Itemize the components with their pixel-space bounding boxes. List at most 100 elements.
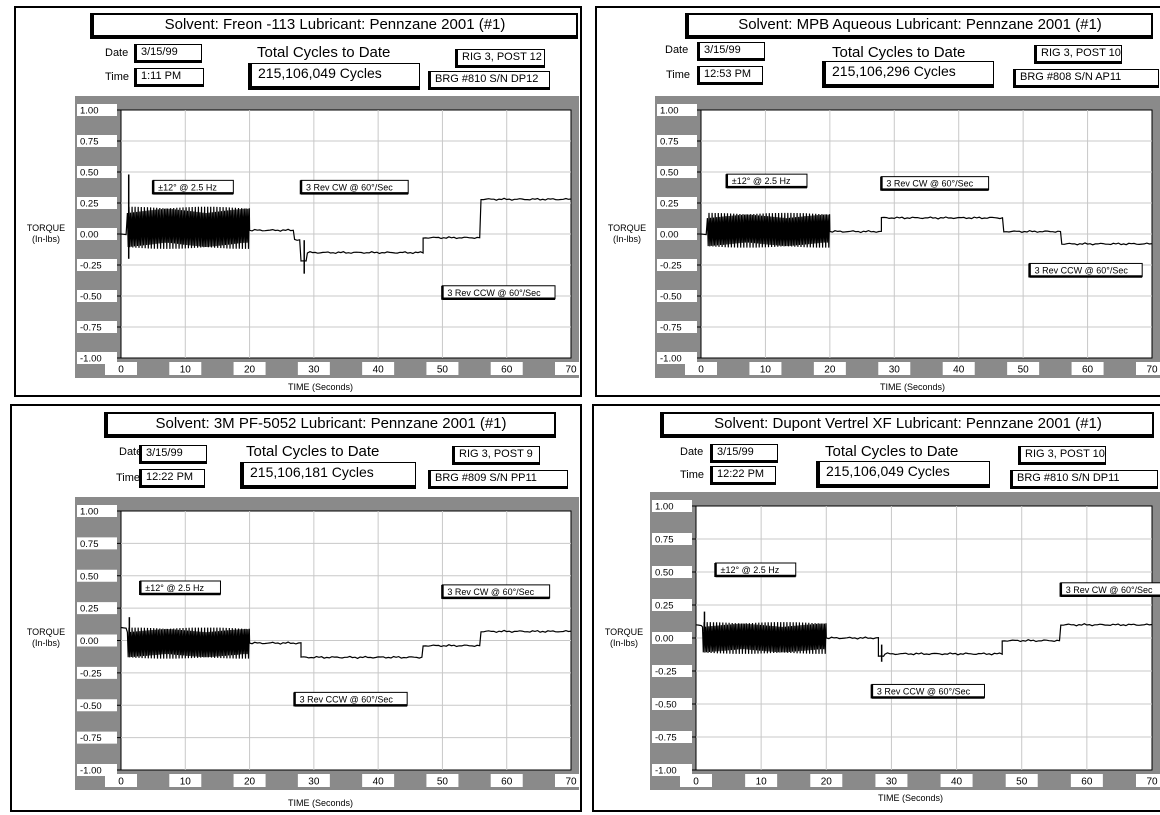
y-axis-label-line2: (In-lbs) [31, 234, 60, 244]
time-value: 12:22 PM [710, 466, 776, 485]
chart-annotation: 3 Rev CW @ 60°/Sec [299, 179, 409, 195]
y-tick-bg [77, 135, 117, 147]
x-axis-label: TIME (Seconds) [288, 382, 354, 392]
x-tick-label: 10 [180, 365, 192, 376]
x-tick-label: 10 [760, 365, 772, 376]
x-tick-bg [362, 774, 395, 787]
x-tick-bg [233, 774, 266, 787]
y-axis-label-line1: TORQUE [607, 223, 647, 233]
x-tick-label: 70 [1146, 365, 1158, 376]
y-tick-label: -0.50 [80, 701, 102, 712]
x-tick-bg [490, 362, 523, 375]
x-tick-label: 30 [308, 777, 320, 788]
annotation-text: 3 Rev CCW @ 60°/Sec [447, 288, 541, 298]
chart-annotation: ±12° @ 2.5 Hz [151, 179, 234, 195]
y-tick-label: 1.00 [80, 106, 99, 117]
chart-annotation: 3 Rev CW @ 60°/Sec [880, 176, 990, 191]
y-tick-bg [657, 321, 697, 333]
panel-title: Solvent: Dupont Vertrel XF Lubricant: Pe… [660, 412, 1154, 438]
y-tick-label: 1.00 [80, 507, 99, 518]
y-tick-bg [77, 321, 117, 333]
annotation-text: ±12° @ 2.5 Hz [145, 583, 204, 593]
y-tick-label: -0.50 [660, 292, 682, 303]
y-tick-label: 0.25 [655, 601, 674, 612]
x-tick-bg [680, 774, 712, 787]
date-label: Date [119, 446, 143, 458]
y-tick-bg [77, 634, 117, 647]
x-tick-label: 70 [1146, 777, 1158, 788]
x-tick-label: 20 [244, 365, 256, 376]
annotation-text: 3 Rev CW @ 60°/Sec [1066, 585, 1153, 595]
y-tick-label: 0.25 [80, 199, 99, 210]
x-tick-bg [555, 774, 579, 787]
y-tick-label: 0.50 [80, 168, 99, 179]
x-tick-bg [426, 362, 459, 375]
x-tick-bg [1070, 774, 1103, 787]
x-tick-bg [810, 774, 843, 787]
time-label: Time [666, 69, 691, 81]
x-tick-bg [105, 362, 137, 375]
y-tick-bg [77, 259, 117, 271]
y-tick-bg [652, 533, 692, 545]
annotation-text: 3 Rev CCW @ 60°/Sec [300, 694, 394, 704]
annotation-text: ±12° @ 2.5 Hz [158, 182, 217, 192]
rig-post: RIG 3, POST 12 [455, 49, 545, 68]
chart-annotation: ±12° @ 2.5 Hz [714, 562, 797, 578]
y-tick-label: -0.25 [80, 261, 102, 272]
y-tick-bg [77, 166, 117, 178]
torque-series-line [695, 622, 1153, 657]
y-tick-bg [652, 764, 692, 776]
cycles-label: Total Cycles to Date [825, 443, 959, 460]
date-label: Date [105, 47, 129, 59]
annotation-text: 3 Rev CW @ 60°/Sec [886, 179, 973, 189]
y-tick-label: -0.25 [660, 261, 682, 272]
y-tick-label: -0.50 [80, 292, 102, 303]
x-tick-bg [942, 362, 975, 375]
y-tick-bg [652, 566, 692, 578]
panel-title: Solvent: 3M PF-5052 Lubricant: Pennzane … [104, 412, 556, 438]
x-tick-label: 30 [889, 365, 901, 376]
y-axis-label: TORQUE (In-lbs) [598, 627, 650, 649]
x-tick-label: 60 [501, 777, 513, 788]
x-tick-label: 30 [308, 365, 320, 376]
y-tick-bg [657, 197, 697, 209]
x-tick-label: 40 [373, 777, 385, 788]
x-tick-bg [169, 362, 202, 375]
x-tick-label: 50 [437, 365, 449, 376]
y-tick-bg [652, 632, 692, 644]
y-tick-label: 0.50 [655, 568, 674, 579]
x-tick-bg [813, 362, 846, 375]
y-tick-label: 1.00 [655, 502, 674, 513]
rig-post: RIG 3, POST 10 [1018, 446, 1106, 465]
y-tick-label: 0.00 [660, 230, 679, 241]
x-tick-bg [875, 774, 908, 787]
y-tick-bg [77, 764, 117, 776]
x-tick-bg [233, 362, 266, 375]
y-axis-label-line2: (In-lbs) [612, 234, 641, 244]
y-tick-bg [77, 731, 117, 744]
x-axis-label: TIME (Seconds) [288, 798, 354, 808]
chart-annotation: ±12° @ 2.5 Hz [725, 173, 808, 189]
y-axis-label-line2: (In-lbs) [31, 638, 60, 648]
chart-annotation: 3 Rev CW @ 60°/Sec [1059, 582, 1160, 598]
x-tick-label: 10 [756, 777, 768, 788]
y-axis-label-line1: TORQUE [604, 627, 644, 637]
rig-post: RIG 3, POST 9 [452, 446, 540, 465]
x-tick-bg [426, 774, 459, 787]
x-tick-label: 40 [953, 365, 965, 376]
date-value: 3/15/99 [697, 42, 765, 61]
bearing-serial: BRG #810 S/N DP12 [428, 71, 550, 90]
y-tick-label: -1.00 [660, 354, 682, 365]
x-axis-label: TIME (Seconds) [878, 793, 944, 803]
torque-series-line [120, 626, 572, 660]
x-tick-bg [685, 362, 717, 375]
cycles-label: Total Cycles to Date [246, 443, 380, 460]
time-label: Time [680, 469, 705, 481]
y-tick-label: 0.75 [660, 137, 679, 148]
y-tick-label: -1.00 [655, 766, 677, 777]
y-tick-label: 0.25 [660, 199, 679, 210]
bearing-serial: BRG #810 S/N DP11 [1010, 470, 1158, 489]
x-tick-bg [749, 362, 782, 375]
x-tick-label: 70 [565, 365, 577, 376]
y-tick-bg [657, 228, 697, 240]
